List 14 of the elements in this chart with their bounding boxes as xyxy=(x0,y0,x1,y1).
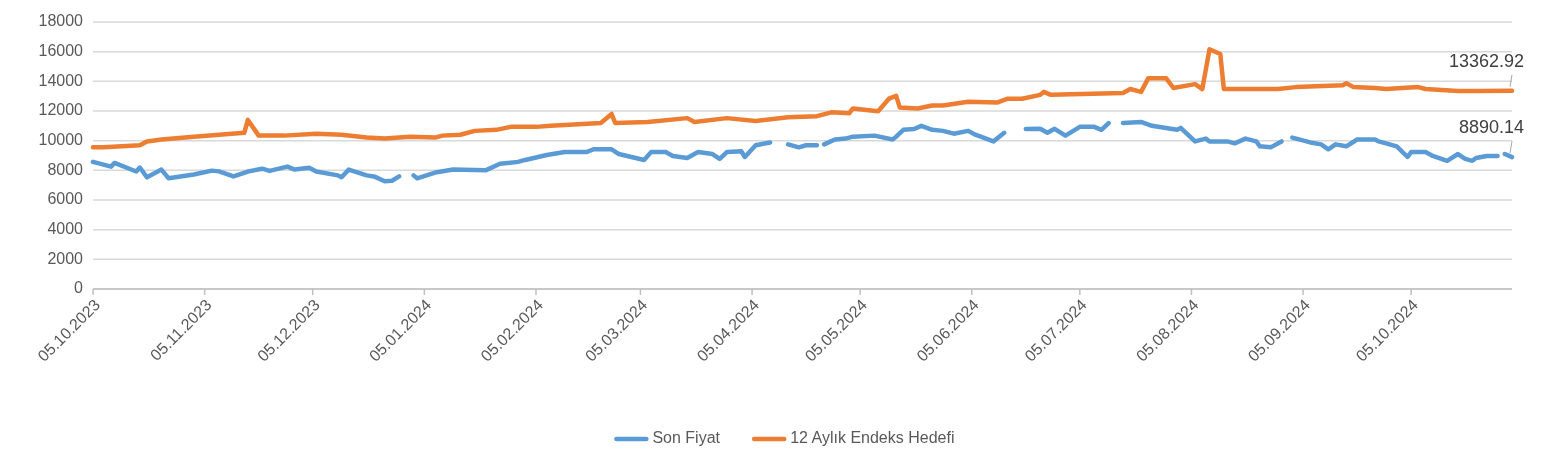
y-tick-label: 4000 xyxy=(47,219,84,237)
y-tick-label: 16000 xyxy=(38,41,84,59)
y-tick-label: 18000 xyxy=(38,12,84,30)
y-tick-label: 0 xyxy=(74,279,84,297)
y-tick-label: 6000 xyxy=(47,190,84,208)
y-tick-label: 8000 xyxy=(47,160,84,178)
legend-label: Son Fiyat xyxy=(652,429,721,447)
annotation: 13362.92 xyxy=(1448,50,1524,71)
legend-label: 12 Aylık Endeks Hedefi xyxy=(790,429,955,447)
y-tick-label: 12000 xyxy=(38,101,84,119)
y-tick-label: 10000 xyxy=(38,130,84,148)
y-tick-label: 14000 xyxy=(38,71,84,89)
annotation: 8890.14 xyxy=(1458,117,1524,138)
y-tick-label: 2000 xyxy=(47,249,84,267)
